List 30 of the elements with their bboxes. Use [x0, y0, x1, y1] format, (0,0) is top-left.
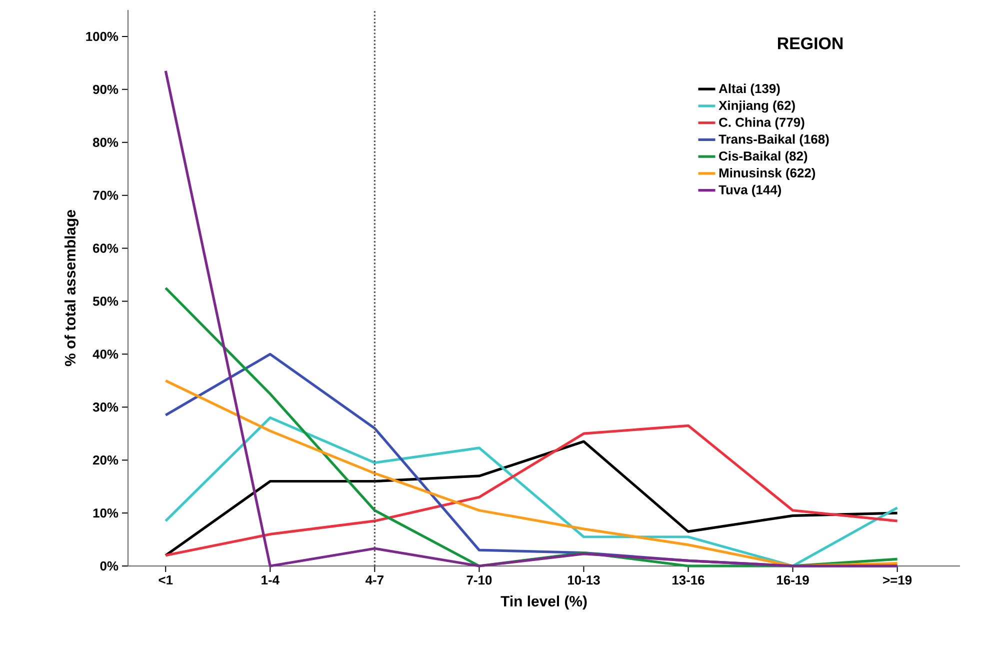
legend-label: Tuva (144) [718, 184, 781, 197]
legend-label: Trans-Baikal (168) [718, 134, 829, 146]
legend-label: Altai (139) [718, 84, 780, 96]
y-tick-label: 90% [93, 84, 118, 94]
y-tick-label: 100% [86, 32, 118, 42]
y-tick-label: 10% [93, 508, 118, 518]
legend-label: Xinjiang (62) [718, 100, 795, 113]
x-tick-label: 16-19 [777, 576, 809, 585]
y-tick-label: 20% [93, 455, 118, 465]
y-axis-title: % of total assemblage [64, 210, 79, 366]
legend-label: C. China (779) [719, 117, 804, 130]
y-tick-label: 40% [92, 350, 118, 359]
x-tick-label: 13-16 [672, 576, 704, 585]
x-tick-label: >=19 [883, 576, 912, 585]
x-tick-label: 10-13 [568, 576, 600, 585]
x-axis-title: Tin level (%) [500, 596, 587, 610]
y-tick-label: 0% [100, 561, 118, 571]
y-tick-label: 50% [92, 296, 118, 306]
x-tick-label: 4-7 [366, 576, 384, 584]
y-tick-label: 80% [92, 138, 118, 147]
line-series [164, 70, 899, 568]
x-tick-label: 7-10 [466, 576, 492, 585]
legend-label: Minusinsk (622) [719, 168, 816, 180]
x-tick-label: <1 [158, 576, 173, 584]
legend-label: Cis-Baikal (82) [719, 151, 808, 164]
y-tick-label: 60% [93, 244, 118, 253]
legend-title: REGION [778, 37, 843, 50]
x-tick-label: 1-4 [262, 576, 280, 584]
y-tick-label: 70% [93, 190, 118, 200]
y-tick-label: 30% [92, 402, 118, 412]
